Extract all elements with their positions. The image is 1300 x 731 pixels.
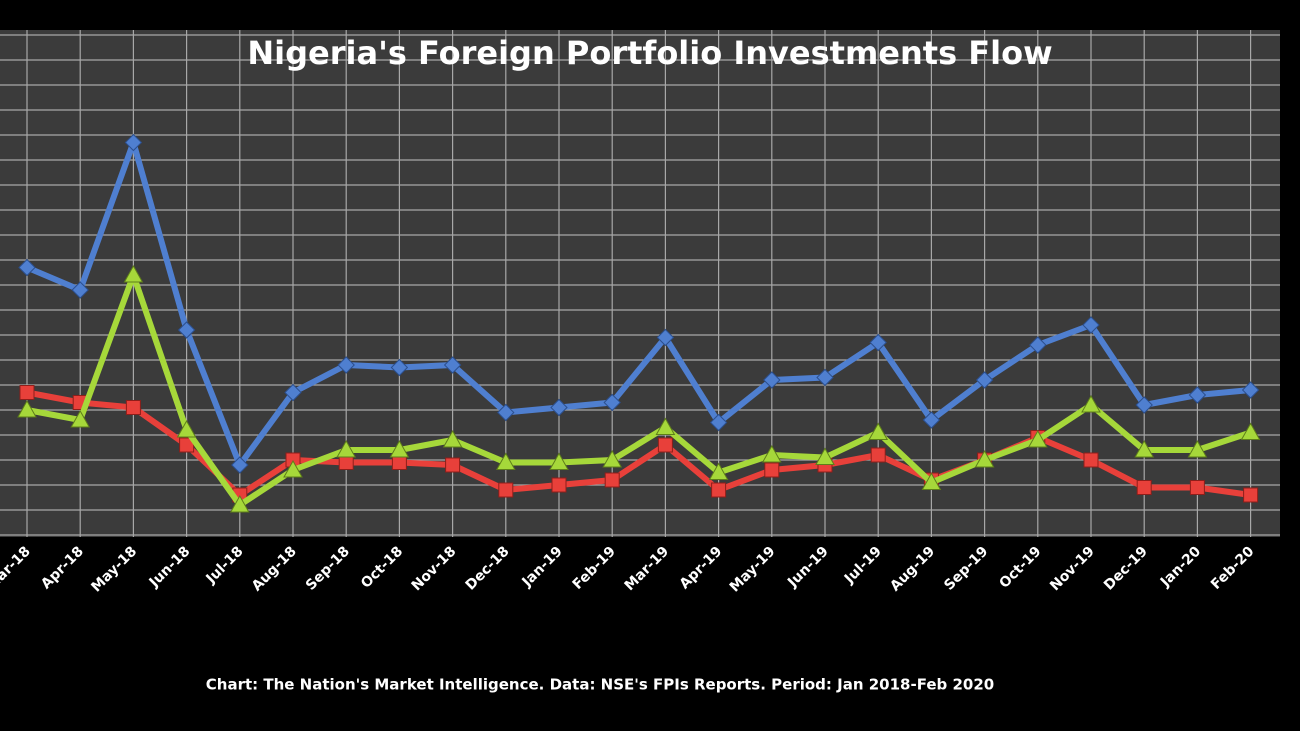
marker — [549, 452, 569, 470]
marker — [657, 437, 673, 453]
marker — [1188, 386, 1207, 404]
marker — [550, 398, 568, 417]
marker — [1243, 487, 1259, 503]
marker — [1081, 394, 1101, 413]
marker — [495, 452, 516, 470]
marker — [1136, 480, 1152, 495]
marker — [18, 258, 36, 277]
marker — [391, 455, 407, 470]
marker — [1029, 336, 1047, 354]
marker — [338, 455, 354, 470]
marker — [123, 264, 144, 283]
source-note: Chart: The Nation's Market Intelligence.… — [206, 676, 994, 694]
marker — [442, 429, 463, 448]
marker — [177, 321, 196, 339]
marker — [336, 439, 357, 458]
marker — [283, 459, 303, 478]
marker — [921, 472, 942, 490]
marker — [1027, 429, 1048, 448]
series-line — [26, 389, 1252, 498]
series-line — [25, 139, 1251, 468]
marker — [761, 444, 782, 463]
marker — [1240, 422, 1261, 440]
marker — [868, 422, 889, 440]
marker — [922, 411, 941, 429]
marker — [603, 393, 621, 412]
marker — [17, 399, 37, 418]
marker — [711, 482, 727, 498]
marker — [176, 419, 197, 438]
marker — [125, 400, 141, 415]
chart-title: Nigeria's Foreign Portfolio Investments … — [247, 34, 1052, 72]
marker — [229, 494, 250, 513]
marker — [284, 383, 302, 402]
marker — [71, 281, 89, 299]
series-line — [26, 272, 1252, 508]
marker — [445, 457, 461, 473]
marker — [974, 449, 995, 468]
marker — [231, 456, 249, 474]
marker — [1241, 381, 1260, 399]
marker — [816, 368, 834, 387]
marker — [70, 409, 91, 428]
marker — [709, 413, 728, 432]
marker — [656, 328, 675, 347]
marker — [815, 447, 835, 465]
marker — [1083, 452, 1099, 468]
marker — [975, 371, 994, 389]
marker — [1135, 396, 1153, 414]
marker — [1082, 316, 1100, 334]
marker — [1187, 439, 1208, 458]
marker — [498, 482, 514, 498]
marker — [389, 439, 410, 458]
marker — [19, 385, 35, 400]
marker — [551, 477, 567, 493]
marker — [443, 356, 462, 374]
marker — [124, 133, 143, 152]
marker — [708, 462, 729, 480]
marker — [337, 356, 355, 374]
marker — [390, 358, 409, 377]
marker — [764, 462, 780, 478]
marker — [1134, 439, 1155, 458]
marker — [869, 333, 887, 352]
marker — [604, 472, 620, 488]
marker — [763, 371, 781, 389]
marker — [655, 417, 676, 435]
marker — [497, 403, 515, 422]
marker — [602, 449, 623, 468]
marker — [1189, 480, 1205, 495]
marks — [17, 133, 1261, 513]
marker — [870, 447, 886, 463]
